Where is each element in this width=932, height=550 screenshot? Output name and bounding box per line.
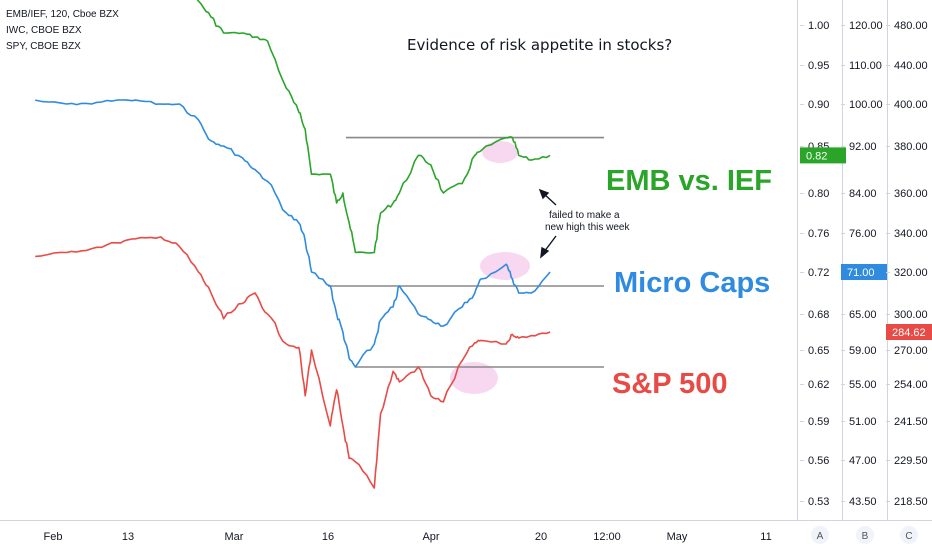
annotation-line-2: new high this week xyxy=(545,222,630,233)
highlight-layer xyxy=(450,141,530,394)
axis-tick-label: 1.00 xyxy=(808,20,829,32)
label-micro-caps: Micro Caps xyxy=(614,267,770,299)
resistance-lines xyxy=(328,136,604,368)
scale-button-a[interactable] xyxy=(811,526,829,544)
axis-tick-label: 92.00 xyxy=(849,141,877,153)
series-line-spy xyxy=(35,236,551,489)
time-tick-label: Mar xyxy=(225,531,244,543)
time-tick-label: Apr xyxy=(422,531,439,543)
axis-tick-label: 59.00 xyxy=(849,345,877,357)
axis-tick-label: 380.00 xyxy=(894,141,928,153)
axis-tick-label: 65.00 xyxy=(849,309,877,321)
scale-button-c-label: C xyxy=(905,531,912,542)
axis-tick-label: 229.50 xyxy=(894,455,928,467)
price-axis-c[interactable]: 480.00 440.00 400.00 380.00 360.00 340.00 320.… xyxy=(886,20,932,508)
scale-button-b[interactable] xyxy=(856,526,874,544)
last-value-tag-label: 284.62 xyxy=(892,327,926,339)
scale-button-b-label: B xyxy=(862,531,869,542)
price-axis-a[interactable]: 1.000.950.900.850.800.760.720.680.650.62… xyxy=(800,20,846,508)
legend-emb: EMB/IEF, 120, Cboe BZX xyxy=(6,9,119,20)
axis-tick-label: 51.00 xyxy=(849,416,877,428)
legend-iwc: IWC, CBOE BZX xyxy=(6,25,82,36)
axis-tick-label: 55.00 xyxy=(849,379,877,391)
scale-buttons: A B C xyxy=(811,526,918,544)
price-axis-b[interactable]: 120.00 110.00 100.00 92.00 84.00 76.00 71.00 65… xyxy=(841,20,887,508)
highlight-blob xyxy=(450,362,498,394)
time-tick-label: Feb xyxy=(44,531,63,543)
axis-tick-label: 218.50 xyxy=(894,496,928,508)
last-value-tag xyxy=(800,147,846,164)
time-tick-label: May xyxy=(667,531,688,543)
time-tick-label: 20 xyxy=(535,531,547,543)
axis-tick-label: 43.50 xyxy=(849,496,877,508)
time-tick-label: 11 xyxy=(760,531,771,543)
time-tick-label: 16 xyxy=(322,531,334,543)
axis-tick-label: 480.00 xyxy=(894,20,928,32)
axis-tick-label: 0.95 xyxy=(808,60,829,72)
annotation-arrows xyxy=(538,188,557,259)
axis-tick-label: 0.65 xyxy=(808,345,829,357)
time-tick-label: 12:00 xyxy=(593,531,621,543)
last-value-tag xyxy=(886,324,932,340)
axis-tick-label: 241.50 xyxy=(894,416,928,428)
last-value-tag-label: 71.00 xyxy=(847,267,875,279)
axis-tick-label: 0.90 xyxy=(808,99,829,111)
axis-tick-label: 47.00 xyxy=(849,455,877,467)
time-tick-label: 13 xyxy=(122,531,134,543)
axis-tick-label: 0.59 xyxy=(808,416,829,428)
series-line-iwc xyxy=(35,99,551,368)
time-axis[interactable]: Feb 13 Mar 16 Apr 20 12:00 May 11 xyxy=(44,531,772,543)
last-value-tag-label: 0.82 xyxy=(806,150,827,162)
axis-tick-label: 84.00 xyxy=(849,188,877,200)
axis-tick-label: 340.00 xyxy=(894,228,928,240)
axis-tick-label: 360.00 xyxy=(894,188,928,200)
axis-tick-label: 0.62 xyxy=(808,379,829,391)
scale-button-c[interactable] xyxy=(900,526,918,544)
scale-button-a-label: A xyxy=(817,531,824,542)
axis-tick-label: 120.00 xyxy=(849,20,883,32)
chart-title: Evidence of risk appetite in stocks? xyxy=(407,36,672,54)
axis-tick-label: 100.00 xyxy=(849,99,883,111)
axis-tick-label: 0.53 xyxy=(808,496,829,508)
legend-spy: SPY, CBOE BZX xyxy=(6,41,81,52)
axis-tick-label: 0.80 xyxy=(808,188,829,200)
series-line-emb-ief xyxy=(196,0,551,254)
axis-tick-label: 400.00 xyxy=(894,99,928,111)
axis-tick-label: 440.00 xyxy=(894,60,928,72)
highlight-blob xyxy=(482,141,518,163)
axis-tick-label: 110.00 xyxy=(849,60,882,72)
axis-tick-label: 320.00 xyxy=(894,267,928,279)
axis-tick-label: 76.00 xyxy=(849,228,877,240)
label-sp-500: S&P 500 xyxy=(612,368,728,400)
axis-tick-label: 0.76 xyxy=(808,228,829,240)
series-layer xyxy=(35,0,551,489)
axis-tick-label: 0.68 xyxy=(808,309,829,321)
axis-tick-label: 254.00 xyxy=(894,379,928,391)
axis-tick-label: 0.72 xyxy=(808,267,829,279)
axis-tick-label: 0.56 xyxy=(808,455,829,467)
annotation-line-1: failed to make a xyxy=(549,210,620,221)
label-emb-vs-ief: EMB vs. IEF xyxy=(606,165,772,197)
last-value-tag xyxy=(841,264,887,280)
axis-tick-label: 270.00 xyxy=(894,345,928,357)
axis-tick-label: 300.00 xyxy=(894,309,928,321)
